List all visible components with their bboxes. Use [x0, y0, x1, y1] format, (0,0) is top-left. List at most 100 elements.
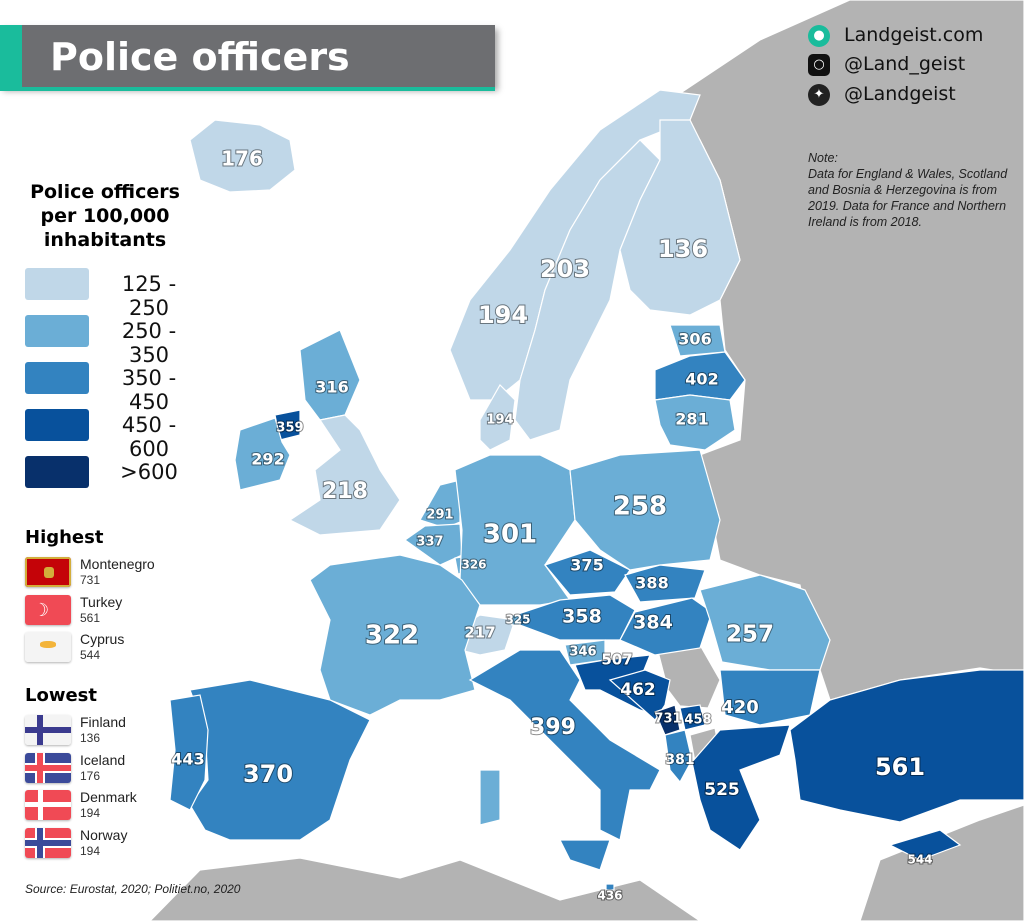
legend-item: 450 - 600 [25, 409, 195, 461]
value-label-bosnia-herzegovina: 462 [620, 680, 656, 700]
ranking-country: Norway [80, 826, 128, 843]
legend-label: 350 - 450 [121, 366, 177, 414]
note-text: Data for England & Wales, Scotland and B… [808, 167, 1008, 229]
value-label-slovenia: 346 [569, 645, 596, 660]
ranking-value: 561 [80, 610, 101, 625]
country-kosovo [679, 704, 706, 731]
website-text: Landgeist.com [844, 24, 984, 46]
iceland-flag-icon [25, 752, 71, 783]
denmark-flag-icon [25, 790, 71, 820]
legend-swatch [25, 362, 89, 394]
lowest-heading: Lowest [25, 685, 97, 706]
montenegro-flag-icon [25, 557, 71, 587]
country-montenegro [654, 704, 681, 736]
country-denmark [479, 384, 516, 451]
value-label-northern-ireland: 359 [276, 421, 303, 436]
legend-label: >600 [120, 460, 178, 484]
ranking-item: Denmark 194 [25, 789, 225, 822]
page-title: Police officers [50, 35, 350, 79]
country-albania [664, 729, 693, 784]
country-slovakia [624, 564, 706, 603]
note: Note: Data for England & Wales, Scotland… [808, 150, 1023, 230]
ranking-item: Finland 136 [25, 714, 225, 747]
ranking-value: 136 [80, 731, 101, 745]
country-island [559, 839, 611, 871]
value-label-austria: 358 [562, 606, 602, 628]
no-data-land [859, 804, 1024, 921]
legend-swatch [25, 409, 89, 441]
value-label-france: 322 [365, 621, 419, 651]
value-label-finland: 136 [658, 235, 708, 263]
turkey-flag-icon: ☽ [25, 594, 71, 625]
title-accent [0, 25, 22, 87]
country-france [309, 554, 481, 716]
source-text: Source: Eurostat, 2020; Politiet.no, 202… [25, 882, 241, 896]
no-data-land [149, 857, 702, 921]
country-finland [619, 119, 741, 316]
country-czechia [543, 549, 631, 596]
ranking-item: ☽ Turkey 561 [25, 593, 225, 627]
ranking-country: Turkey [80, 593, 123, 610]
value-label-romania: 257 [726, 622, 774, 648]
norway-flag-icon [25, 827, 71, 858]
ranking-country: Finland [80, 714, 126, 730]
value-label-sweden: 203 [540, 255, 590, 283]
value-label-denmark: 194 [486, 413, 513, 428]
value-label-england-wales: 218 [322, 479, 368, 504]
twitter-text: @Landgeist [844, 83, 956, 105]
legend-item: >600 [25, 456, 195, 490]
value-label-poland: 258 [613, 492, 667, 522]
country-liechtenstein [511, 614, 521, 626]
country-spain [189, 679, 371, 841]
highest-heading: Highest [25, 527, 104, 548]
cyprus-flag-icon [25, 632, 71, 662]
legend-item: 250 - 350 [25, 315, 195, 367]
country-germany [454, 454, 576, 606]
country-bulgaria [719, 669, 821, 726]
value-label-portugal: 443 [171, 750, 204, 769]
country-ireland [234, 417, 291, 491]
ranking-value: 544 [80, 648, 101, 662]
title-banner: Police officers [0, 25, 495, 91]
value-label-hungary: 384 [633, 612, 673, 634]
ranking-value: 194 [80, 843, 101, 858]
ranking-value: 731 [80, 573, 101, 587]
finland-flag-icon [25, 715, 71, 745]
legend-swatch [25, 315, 89, 347]
value-label-turkey: 561 [875, 753, 925, 781]
country-bosnia-herzegovina [608, 669, 671, 721]
legend-swatch [25, 268, 89, 300]
value-label-luxembourg: 326 [461, 558, 486, 572]
value-label-estonia: 306 [678, 330, 711, 349]
country-portugal [169, 694, 209, 811]
title-underline [0, 87, 495, 91]
value-label-italy: 399 [530, 715, 576, 740]
country-poland [569, 449, 721, 571]
ranking-country: Iceland [80, 751, 126, 768]
country-belgium [403, 523, 463, 566]
value-label-liechtenstein: 325 [505, 613, 530, 627]
country-malta [605, 883, 615, 891]
country-hungary [619, 597, 713, 656]
value-label-kosovo: 458 [684, 713, 711, 728]
legend-label: 450 - 600 [121, 413, 177, 461]
value-label-croatia: 507 [601, 651, 632, 669]
legend-item: 125 - 250 [25, 268, 195, 320]
value-label-cyprus: 544 [907, 853, 932, 867]
country-iceland [189, 119, 296, 193]
ranking-country: Montenegro [80, 556, 155, 572]
value-label-switzerland: 217 [464, 624, 495, 642]
legend-swatch [25, 456, 89, 488]
ranking-country: Cyprus [80, 631, 125, 647]
ranking-item: Iceland 176 [25, 751, 225, 785]
value-label-bulgaria: 420 [721, 697, 759, 718]
country-greece [691, 724, 791, 851]
country-scotland [299, 329, 361, 421]
twitter-icon: ✦ [808, 84, 830, 106]
value-label-lithuania: 281 [675, 410, 708, 429]
value-label-greece: 525 [704, 780, 740, 800]
legend-label: 250 - 350 [121, 319, 177, 367]
country-italy [468, 649, 661, 841]
value-label-iceland: 176 [221, 147, 263, 171]
